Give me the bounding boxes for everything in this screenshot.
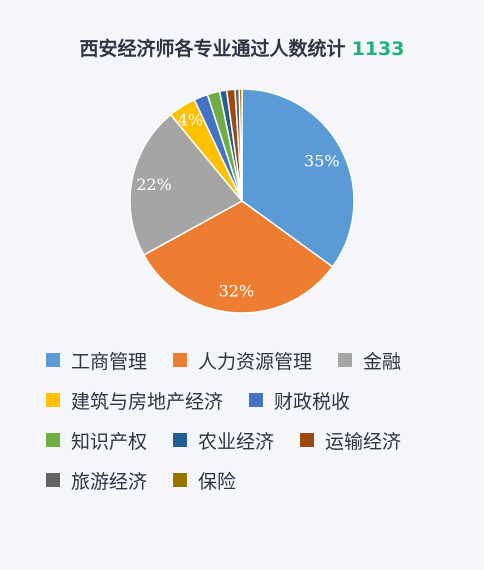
legend-label: 人力资源管理 [198,350,313,373]
slice-data-label: 22% [136,175,172,194]
legend-swatch [173,353,188,367]
legend-item[interactable]: 保险 [173,467,236,494]
legend-swatch [46,353,60,367]
pie-slice [129,113,244,256]
legend-item[interactable]: 工商管理 [46,347,147,374]
legend-swatch [338,353,353,367]
pie-chart: 35% 32% 22% 4% [129,88,355,314]
legend-label: 保险 [198,470,237,493]
slice-data-label: 4% [178,111,203,130]
legend-row: 旅游经济 保险 [46,460,476,500]
legend-label: 金融 [363,350,402,373]
chart-title-row: 西安经济师各专业通过人数统计 1133 [0,34,484,61]
legend-item[interactable]: 人力资源管理 [173,347,312,374]
legend-row: 工商管理 人力资源管理 金融 [46,340,476,380]
legend-swatch [46,393,60,407]
chart-title: 西安经济师各专业通过人数统计 [79,38,346,60]
legend: 工商管理 人力资源管理 金融建筑与房地产经济 财政税收知识产权 农业经济 运输经济旅游经济… [46,340,476,500]
legend-item[interactable]: 运输经济 [300,427,401,454]
legend-swatch [173,473,188,487]
slice-data-label: 32% [219,281,255,300]
legend-swatch [46,473,60,487]
legend-label: 建筑与房地产经济 [71,390,224,413]
legend-label: 农业经济 [198,430,275,453]
legend-swatch [173,433,188,447]
legend-swatch [249,393,264,407]
legend-label: 旅游经济 [71,470,148,493]
legend-label: 知识产权 [71,430,148,453]
legend-item[interactable]: 旅游经济 [46,467,147,494]
legend-item[interactable]: 知识产权 [46,427,147,454]
chart-total: 1133 [351,38,405,60]
legend-row: 建筑与房地产经济 财政税收 [46,380,476,420]
legend-item[interactable]: 农业经济 [173,427,274,454]
legend-label: 财政税收 [274,390,351,413]
pie-slice [241,88,355,268]
legend-item[interactable]: 建筑与房地产经济 [46,387,223,414]
slice-data-label: 35% [304,151,340,170]
legend-swatch [46,433,60,447]
pie-slice [142,200,334,314]
pie-slice [238,88,243,202]
legend-swatch [300,433,315,447]
legend-label: 运输经济 [325,430,402,453]
legend-item[interactable]: 金融 [338,347,401,374]
legend-row: 知识产权 农业经济 运输经济 [46,420,476,460]
legend-label: 工商管理 [71,350,148,373]
legend-item[interactable]: 财政税收 [249,387,350,414]
